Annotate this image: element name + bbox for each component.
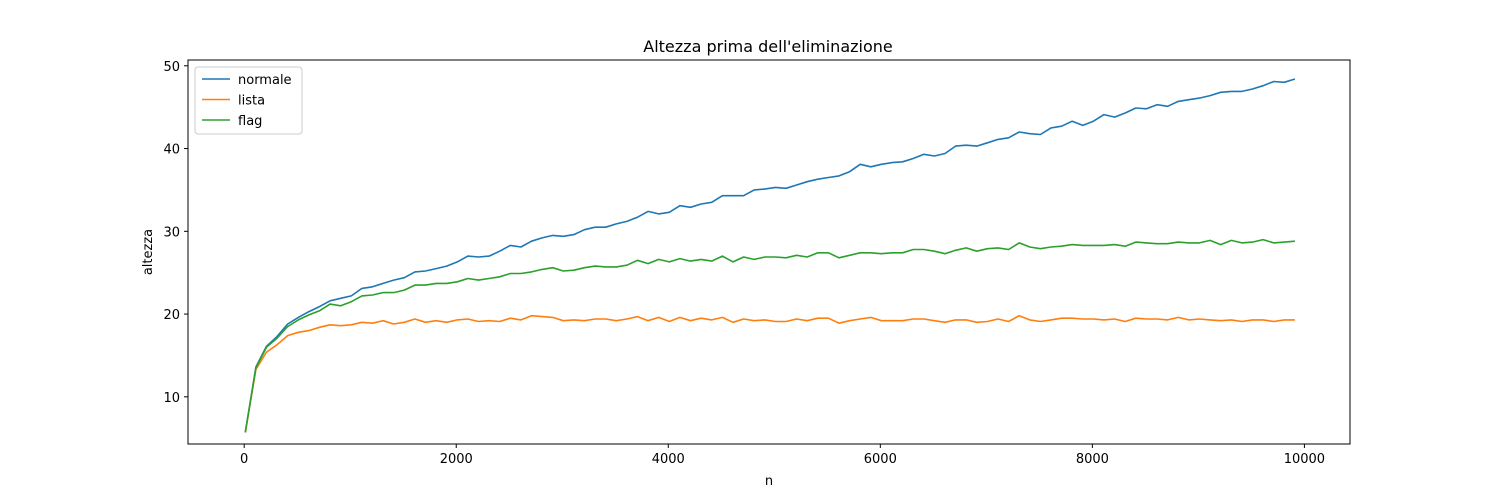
y-tick-label: 40 xyxy=(163,143,180,158)
x-tick-label: 4000 xyxy=(652,452,685,467)
y-tick-label: 10 xyxy=(163,391,180,406)
legend: normale lista flag xyxy=(194,66,303,135)
series-line-normale xyxy=(244,78,1296,433)
y-tick-label: 50 xyxy=(163,60,180,75)
y-tick-label: 20 xyxy=(163,308,180,323)
y-axis: 10 20 30 40 50 xyxy=(163,60,188,406)
legend-box xyxy=(194,66,303,135)
chart-title: Altezza prima dell'eliminazione xyxy=(643,37,892,56)
x-tick-label: 8000 xyxy=(1076,452,1109,467)
x-tick-label: 2000 xyxy=(440,452,473,467)
series-line-lista xyxy=(244,314,1295,433)
series-lines xyxy=(244,78,1296,433)
legend-label-lista: lista xyxy=(238,94,265,109)
legend-label-flag: flag xyxy=(238,114,262,129)
x-axis: 0 2000 4000 6000 8000 10000 xyxy=(240,444,1325,467)
series-line-flag xyxy=(244,238,1295,433)
x-tick-label: 6000 xyxy=(864,452,897,467)
legend-label-normale: normale xyxy=(238,73,292,88)
plot-frame xyxy=(187,59,1351,445)
x-tick-label: 0 xyxy=(240,452,248,467)
y-axis-label: altezza xyxy=(141,229,156,275)
x-axis-label: n xyxy=(765,474,773,489)
x-tick-label: 10000 xyxy=(1284,452,1325,467)
y-tick-label: 30 xyxy=(163,225,180,240)
